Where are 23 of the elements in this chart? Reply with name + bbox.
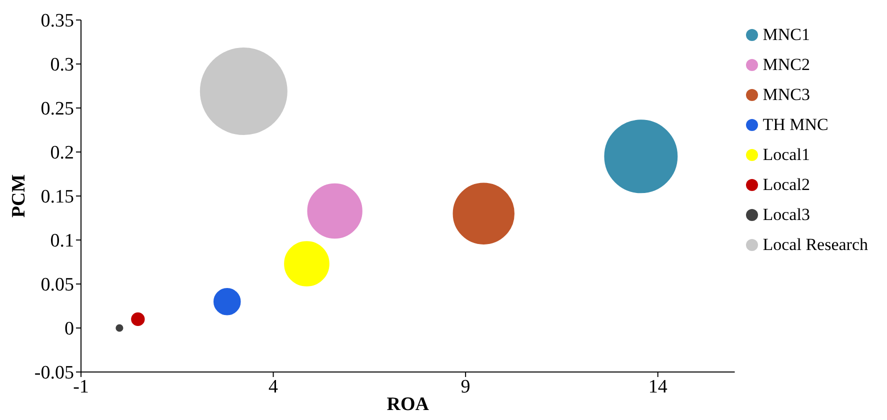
x-tick-label: 4 [268,376,279,398]
y-tick-label: 0.1 [50,230,74,252]
legend-label: Local1 [762,144,810,166]
legend-label: Local3 [762,204,810,226]
y-axis-title: PCM [8,174,30,218]
legend-label: MNC1 [762,24,810,46]
y-tick-label: 0.3 [50,54,74,76]
y-tick-label: 0.25 [40,98,74,120]
y-tick-label: 0.2 [50,142,74,164]
x-axis-title: ROA [386,394,430,415]
x-tick-label: 9 [460,376,470,398]
y-tick-label: 0.15 [40,186,74,208]
y-tick-label: -0.05 [34,362,74,384]
y-tick-label: 0.35 [40,10,74,32]
x-tick-label: -1 [73,376,89,398]
legend-label: TH MNC [762,114,828,136]
legend-label: MNC2 [762,54,810,76]
x-tick-label: 14 [648,376,668,398]
legend-label: Local Research [762,234,868,256]
legend-label: Local2 [762,174,810,196]
legend-label: MNC3 [762,84,810,106]
y-tick-label: 0 [64,318,74,340]
y-tick-label: 0.05 [40,274,74,296]
